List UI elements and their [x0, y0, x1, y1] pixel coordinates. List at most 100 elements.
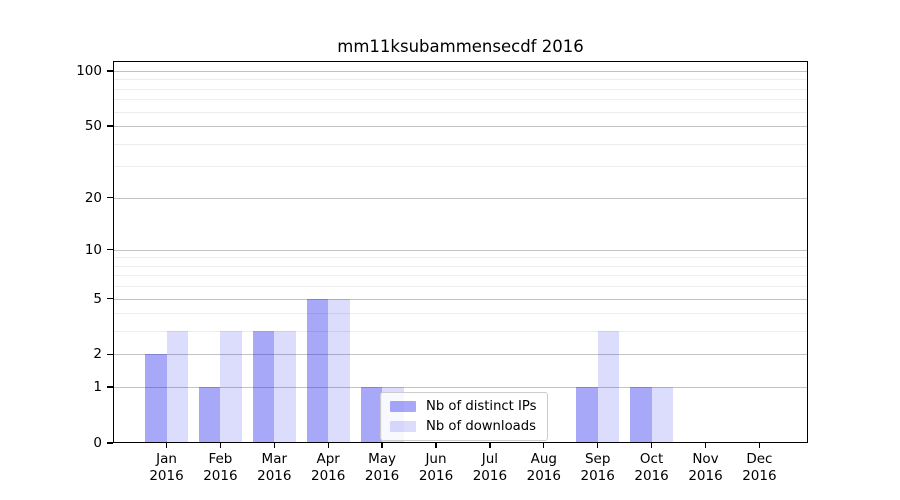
x-tick-mark	[543, 443, 545, 448]
y-tick-label: 5	[93, 290, 102, 307]
y-tick-mark	[107, 125, 113, 127]
bar-downloads	[651, 387, 674, 443]
gridline-minor	[113, 257, 808, 259]
gridline-minor	[113, 166, 808, 168]
x-tick-label-line: Apr	[316, 451, 340, 467]
x-tick-label-line: Oct	[639, 451, 664, 467]
x-tick-mark	[489, 443, 491, 448]
y-tick-mark	[107, 442, 113, 444]
gridline-minor	[113, 286, 808, 288]
gridline-minor	[113, 313, 808, 315]
bar-distinct-ips	[360, 387, 383, 443]
x-tick-label-line: Aug	[530, 451, 557, 467]
x-tick-label-line: May	[368, 451, 397, 467]
x-tick-mark	[435, 443, 437, 448]
x-tick-label: Jul 2016	[463, 451, 517, 484]
y-tick-label: 1	[93, 379, 102, 396]
y-tick-label: 50	[84, 118, 102, 135]
gridline-minor	[113, 99, 808, 101]
x-tick-label: Nov 2016	[679, 451, 733, 484]
legend-entry: Nb of distinct IPs	[390, 399, 537, 414]
gridline-major	[113, 249, 808, 251]
plot-area	[113, 61, 808, 443]
legend-swatch	[390, 401, 416, 412]
gridline-major	[113, 126, 808, 128]
bar-distinct-ips	[252, 331, 275, 443]
legend: Nb of distinct IPs Nb of downloads	[380, 392, 548, 441]
gridline-minor	[113, 331, 808, 333]
y-tick-label: 10	[84, 241, 102, 258]
x-tick-mark	[381, 443, 383, 448]
x-tick-label: Apr 2016	[301, 451, 355, 484]
x-tick-label-line: Dec	[746, 451, 773, 467]
x-tick-label: May 2016	[355, 451, 409, 484]
x-tick-label-line: 2016	[257, 467, 292, 484]
bar-downloads	[597, 331, 620, 443]
x-tick-label-line: 2016	[149, 467, 184, 484]
x-tick-label-line: 2016	[472, 467, 508, 484]
x-tick-mark	[597, 443, 599, 448]
y-tick-mark	[107, 353, 113, 356]
y-tick-label: 2	[93, 346, 102, 363]
y-tick-label: 100	[76, 63, 102, 79]
chart-title: mm11ksubammensecdf 2016	[337, 37, 584, 56]
gridline-major	[113, 197, 808, 199]
x-tick-label: Mar 2016	[247, 451, 301, 484]
y-tick-label: 20	[84, 189, 102, 206]
gridline-minor	[113, 143, 808, 145]
gridline-major	[113, 387, 808, 389]
legend-entry: Nb of downloads	[390, 419, 537, 434]
legend-label: Nb of downloads	[426, 419, 536, 434]
bar-downloads	[328, 298, 350, 443]
bar-distinct-ips	[198, 387, 221, 443]
x-tick-label-line: 2016	[203, 467, 238, 484]
x-tick-label-line: 2016	[580, 467, 615, 484]
x-tick-label: Dec 2016	[732, 451, 786, 484]
y-tick-mark	[107, 297, 113, 300]
x-tick-label: Aug 2016	[517, 451, 571, 484]
gridline-minor	[113, 79, 808, 81]
x-tick-label-line: 2016	[526, 467, 561, 484]
x-tick-label-line: 2016	[688, 467, 723, 484]
x-tick-mark	[650, 443, 653, 448]
bar-downloads	[274, 331, 296, 443]
bar-downloads	[220, 331, 242, 443]
x-tick-mark	[165, 443, 168, 448]
x-tick-label: Feb 2016	[193, 451, 247, 484]
gridline-minor	[113, 265, 808, 267]
gridline-minor	[113, 88, 808, 90]
gridline-major	[113, 71, 808, 72]
x-tick-label-line: Feb	[208, 451, 233, 467]
y-tick-mark	[107, 249, 113, 251]
x-tick-label-line: Nov	[692, 451, 719, 467]
bar-distinct-ips	[306, 298, 329, 443]
x-tick-label-line: Jan	[156, 451, 177, 467]
bar-distinct-ips	[576, 387, 598, 443]
bar-distinct-ips	[630, 387, 652, 443]
legend-label: Nb of distinct IPs	[426, 399, 537, 414]
x-tick-mark	[273, 443, 275, 448]
gridline-major	[113, 298, 808, 300]
x-tick-label-line: 2016	[364, 467, 400, 484]
bar-downloads	[166, 331, 188, 443]
gridline-minor	[113, 111, 808, 113]
x-tick-label-line: 2016	[418, 467, 454, 484]
bar-distinct-ips	[145, 354, 167, 443]
gridline-major	[113, 354, 808, 356]
x-tick-label-line: Mar	[261, 451, 288, 467]
x-tick-label: Sep 2016	[571, 451, 625, 484]
x-tick-label-line: Sep	[584, 451, 611, 467]
y-tick-mark	[107, 386, 113, 388]
y-tick-mark	[107, 196, 113, 199]
y-tick-mark	[107, 70, 113, 72]
x-tick-label-line: 2016	[742, 467, 777, 484]
gridline-minor	[113, 275, 808, 277]
x-tick-label-line: Jul	[481, 451, 499, 467]
legend-swatch	[390, 421, 416, 432]
x-tick-label-line: 2016	[311, 467, 346, 484]
x-tick-label: Oct 2016	[625, 451, 679, 484]
y-tick-label: 0	[93, 435, 102, 451]
x-tick-label-line: Jun	[425, 451, 447, 467]
x-tick-mark	[219, 443, 222, 448]
